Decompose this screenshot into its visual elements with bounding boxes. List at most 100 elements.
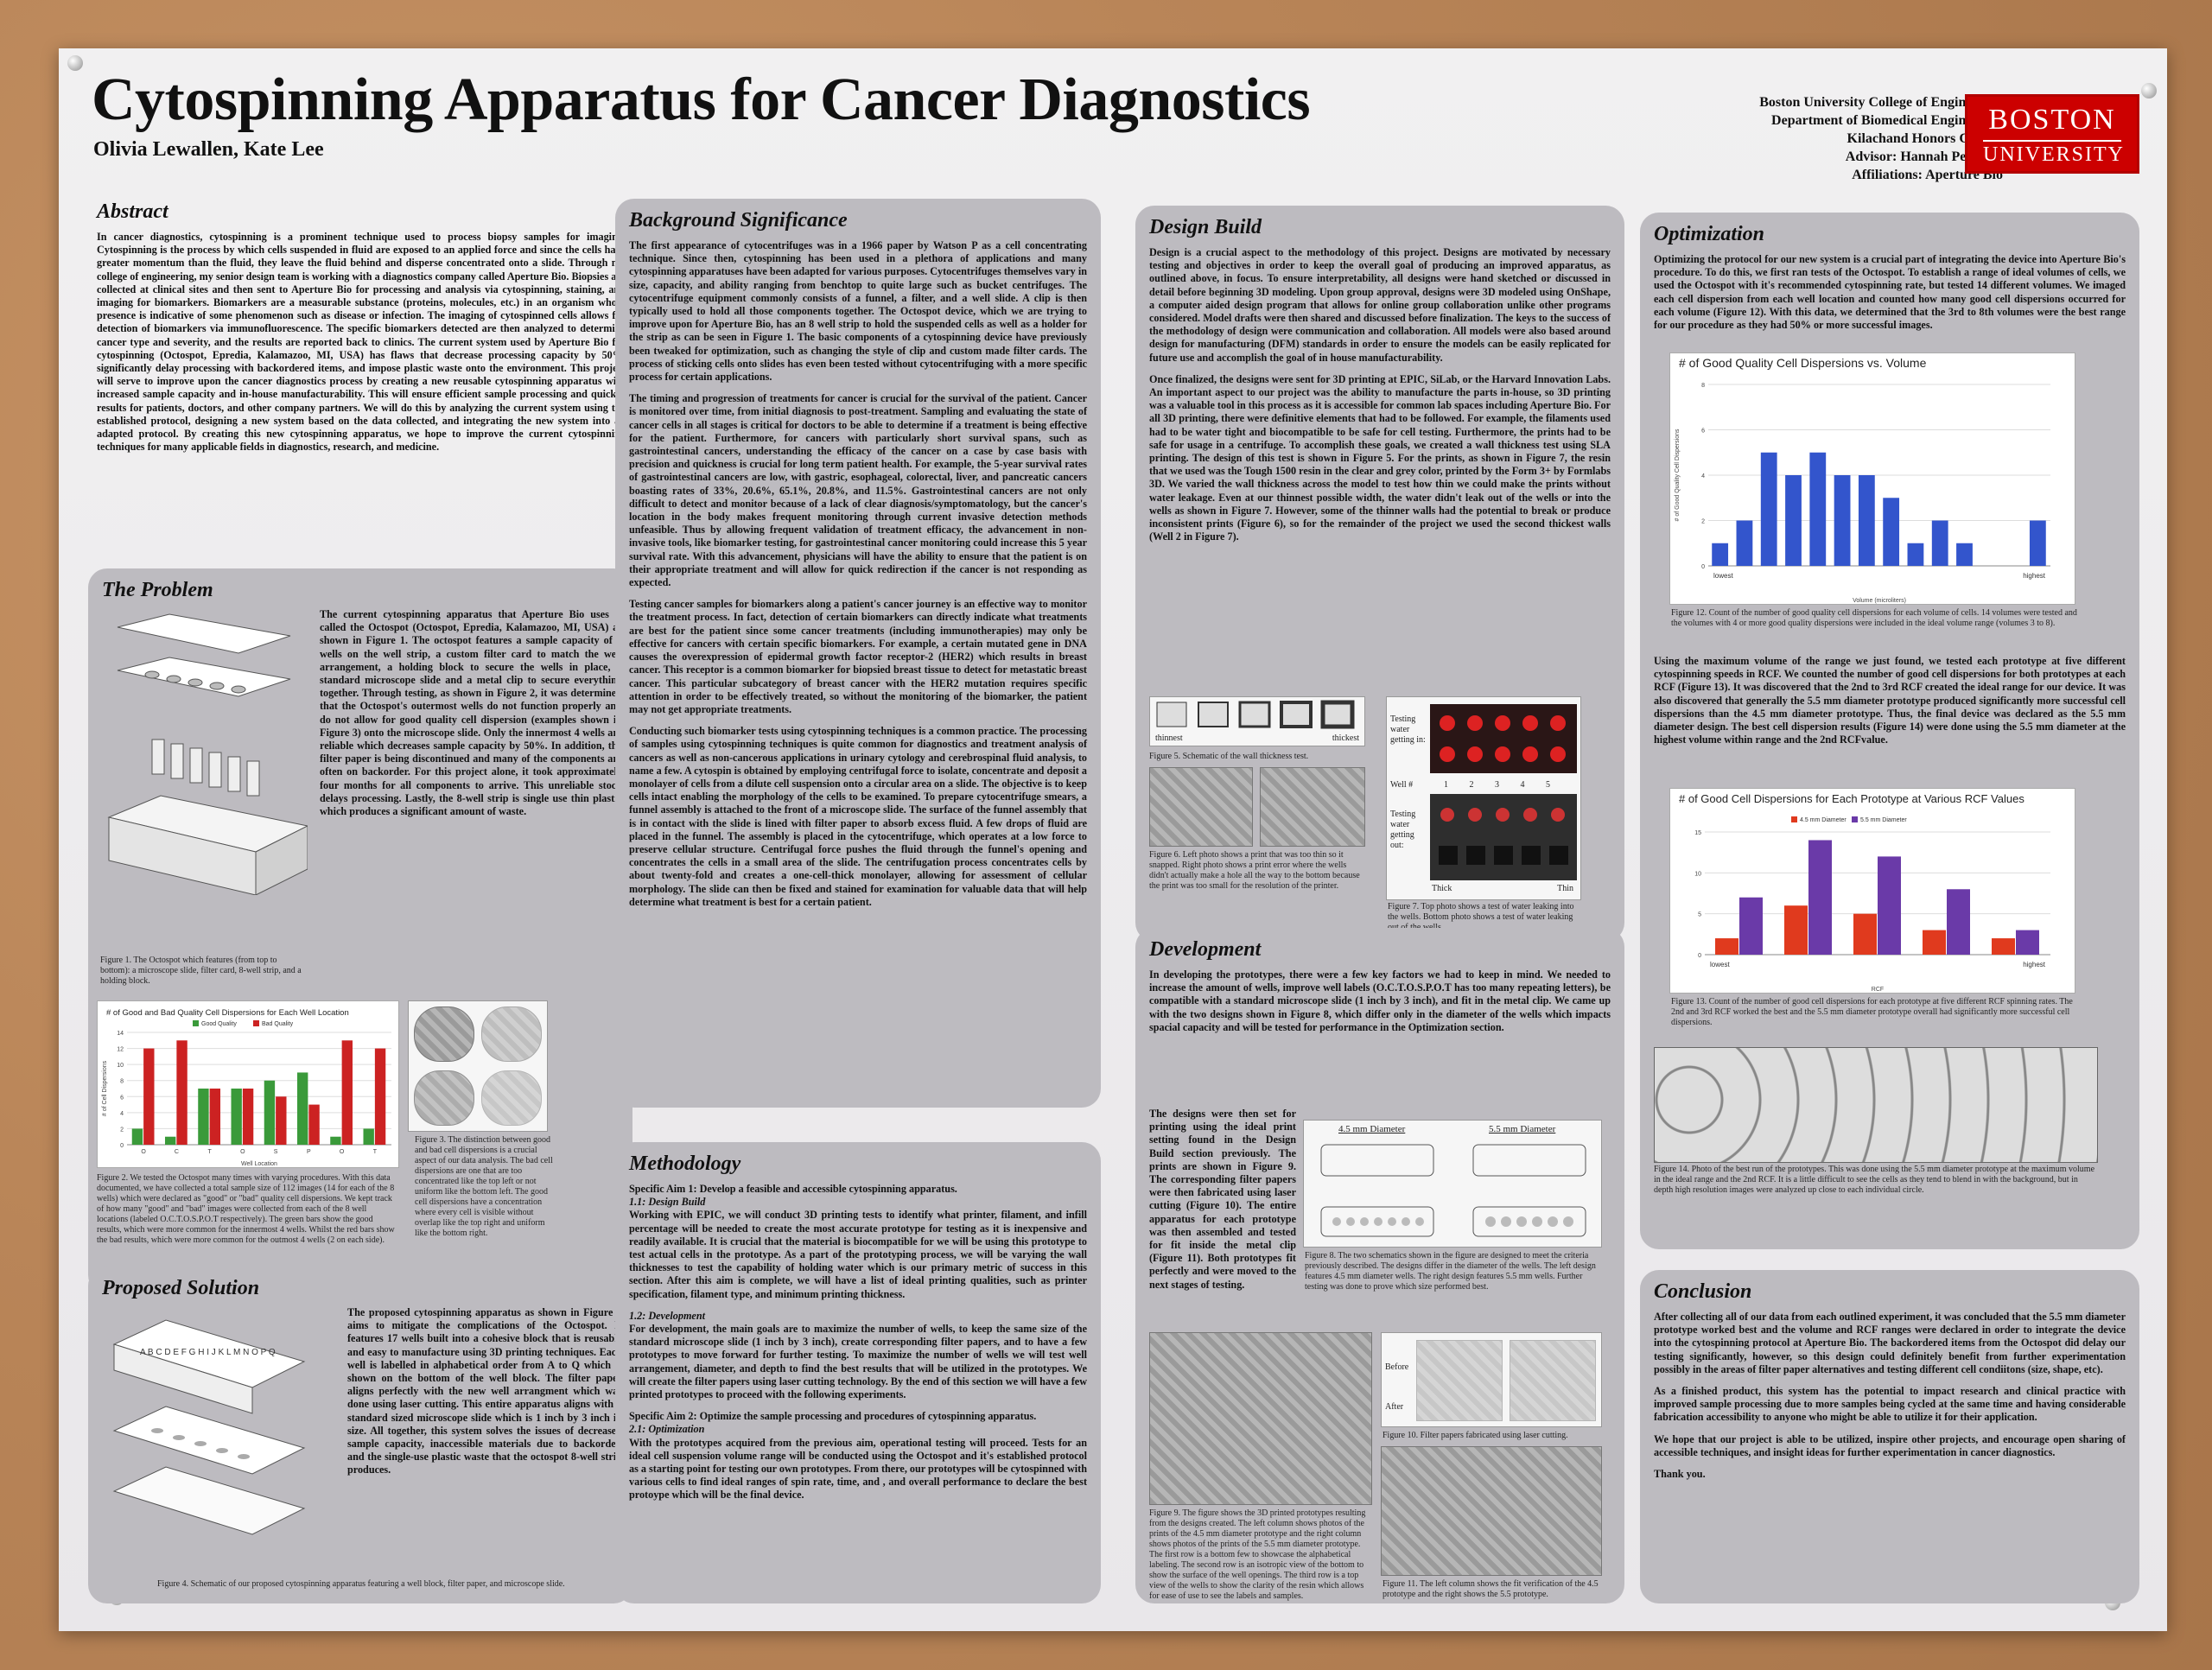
bar [1834,475,1851,566]
abstract-section: Abstract In cancer diagnostics, cytospin… [88,195,634,610]
bar [1760,452,1777,566]
prototype-schematics: 4.5 mm Diameter 5.5 mm Diameter [1303,1120,1602,1248]
bar [1715,938,1738,955]
y-tick-label: 6 [1701,429,1705,435]
section-title: Conclusion [1654,1280,1752,1303]
rcf-chart: # of Good Cell Dispersions for Each Prot… [1669,788,2075,994]
best-run-photo [1654,1047,2098,1163]
bar [2029,520,2046,566]
volume-chart-svg: # of Good Quality Cell Dispersions vs. V… [1675,356,2050,604]
bar [341,1040,353,1145]
x-axis-label: Volume (microliters) [1853,598,1906,604]
x-tick-label: T [373,1149,378,1155]
x-tick-label: O [240,1149,245,1155]
y-tick-label: 8 [120,1079,124,1085]
broken-print-photo [1149,767,1253,847]
chart-title: # of Good and Bad Quality Cell Dispersio… [106,1008,349,1018]
schematic-label: 5.5 mm Diameter [1489,1124,1556,1134]
background-text: The first appearance of cytocentrifuges … [629,239,1087,909]
paragraph: Once finalized, the designs were sent fo… [1149,372,1611,543]
section-title: Proposed Solution [102,1277,260,1299]
paragraph: The first appearance of cytocentrifuges … [629,239,1087,384]
row-label: Before [1385,1362,1409,1372]
schematic-label: 4.5 mm Diameter [1338,1124,1406,1134]
problem-panel: The Problem Figure 1. The Octospot which… [88,568,632,1294]
leak-out-photo [1430,794,1577,880]
bar [242,1089,254,1145]
development-panel: Development In developing the prototypes… [1135,928,1624,1603]
axis-label: thinnest [1155,733,1183,743]
design-text: Design is a crucial aspect to the method… [1149,246,1611,543]
paragraph: Working with EPIC, we will conduct 3D pr… [629,1209,1087,1300]
bar [276,1096,287,1145]
proposed-apparatus-diagram: A B C D E F G H I J K L M N O P Q [112,1319,306,1535]
fit-verification-photo [1381,1446,1602,1576]
wall-thickness-schematic: thinnest thickest [1149,696,1365,746]
bar [296,1072,308,1145]
bar [143,1048,155,1145]
legend-swatch [253,1020,259,1026]
bar [1809,452,1827,566]
bar [1992,938,2015,955]
y-tick-label: 10 [117,1063,124,1069]
pushpin-icon [67,55,83,71]
y-tick-label: 0 [1701,564,1705,570]
poster-title: Cytospinning Apparatus for Cancer Diagno… [92,67,1311,133]
legend-label: Bad Quality [262,1021,294,1027]
paragraph: Conducting such biomarker tests using cy… [629,725,1087,908]
affiliations: Boston University College of Engineering… [1666,93,2003,184]
x-axis-label: RCF [1872,987,1884,993]
affiliation-line: Kilachand Honors College [1847,131,2003,146]
section-title: Design Build [1149,216,1262,238]
volume-chart: # of Good Quality Cell Dispersions vs. V… [1669,352,2075,605]
good-dispersion-image [481,1070,542,1126]
bar [176,1040,188,1145]
paragraph: Design is a crucial aspect to the method… [1149,246,1611,364]
well-letter-labels: A B C D E F G H I J K L M N O P Q [140,1348,276,1357]
affiliation-line: Affiliations: Aperture Bio [1852,168,2003,182]
y-tick-label: 2 [1701,519,1705,525]
bar [198,1089,209,1145]
y-tick-label: 2 [120,1127,124,1133]
legend-swatch [193,1020,199,1026]
bar [1808,840,1832,955]
x-tick-label: T [207,1149,212,1155]
figure-caption: Figure 10. Filter papers fabricated usin… [1382,1431,1568,1440]
bar [1858,475,1875,566]
methodology-text: Specific Aim 1: Develop a feasible and a… [629,1183,1087,1502]
print-error-photo [1260,767,1365,847]
y-tick-label: 14 [117,1031,124,1037]
figure-caption: Figure 8. The two schematics shown in th… [1305,1251,1596,1292]
y-tick-label: 0 [1698,953,1701,959]
legend-swatch [1791,816,1797,822]
bar [1736,520,1753,566]
y-axis-label: # of Good Quality Cell Dispersions [1675,429,1681,521]
x-tick-label: highest [2023,961,2046,968]
y-tick-label: 4 [1701,473,1705,479]
chart-title: # of Good Cell Dispersions for Each Prot… [1679,792,2024,805]
leak-in-photo [1430,704,1577,773]
y-tick-label: 4 [120,1111,124,1117]
x-tick-label: P [307,1149,311,1155]
water-leak-test-photos: Testing water getting in: Well # 1 2 3 4… [1386,696,1581,900]
paragraph: The timing and progression of treatments… [629,392,1087,589]
figure-caption: Figure 14. Photo of the best run of the … [1654,1165,2095,1195]
section-title: Background Significance [629,209,848,232]
y-tick-label: 12 [117,1047,124,1053]
poster: Cytospinning Apparatus for Cancer Diagno… [59,48,2167,1631]
paragraph: With the prototypes acquired from the pr… [629,1436,1087,1502]
y-tick-label: 5 [1698,912,1701,918]
conclusion-panel: Conclusion After collecting all of our d… [1640,1270,2139,1603]
bar [1853,913,1877,955]
figure-caption: Figure 6. Left photo shows a print that … [1149,850,1360,891]
affiliation-line: Department of Biomedical Engineering [1771,113,2003,128]
subsection-title: 1.1: Design Build [629,1196,706,1209]
paragraph: As a finished product, this system has t… [1654,1385,2126,1424]
bar [1907,543,1924,566]
well-location-chart: # of Good and Bad Quality Cell Dispersio… [97,1000,399,1168]
optimization-panel: Optimization Optimizing the protocol for… [1640,213,2139,1249]
bad-dispersion-image [414,1006,474,1062]
bar [1956,543,1973,566]
specific-aim: Specific Aim 2: Optimize the sample proc… [629,1410,1037,1423]
optimization-p2: Using the maximum volume of the range we… [1654,655,2126,746]
